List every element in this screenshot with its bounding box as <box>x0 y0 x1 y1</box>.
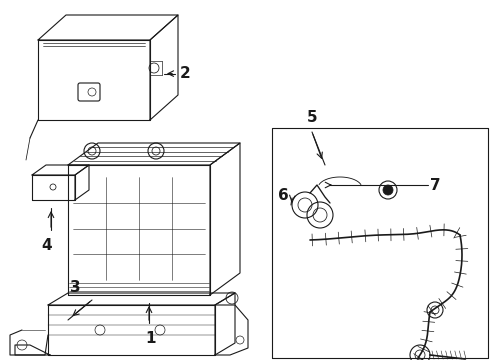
Text: 7: 7 <box>430 177 441 193</box>
Text: 4: 4 <box>42 238 52 253</box>
FancyBboxPatch shape <box>78 83 100 101</box>
Text: 2: 2 <box>180 66 191 81</box>
Text: 6: 6 <box>278 188 289 202</box>
Circle shape <box>383 185 393 195</box>
Text: 3: 3 <box>70 280 80 295</box>
Text: 5: 5 <box>307 110 318 125</box>
Text: 1: 1 <box>146 331 156 346</box>
